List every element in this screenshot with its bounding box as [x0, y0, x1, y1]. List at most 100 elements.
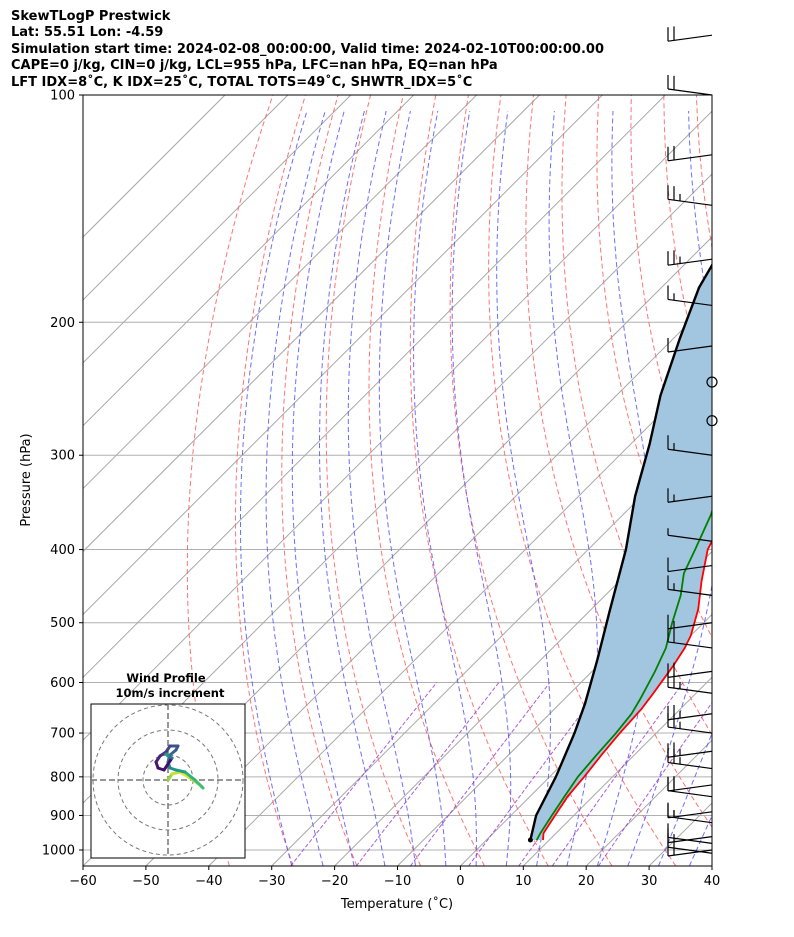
moist-adiabat — [319, 110, 386, 866]
isotherm-line — [208, 362, 712, 866]
time-line: Simulation start time: 2024-02-08_00:00:… — [11, 41, 604, 57]
x-tick-label: −50 — [132, 874, 159, 889]
dry-adiabat — [281, 95, 358, 866]
cape-cin-fill — [530, 265, 712, 840]
indices-line-2: LFT IDX=8˚C, K IDX=25˚C, TOTAL TOTS=49˚C… — [11, 74, 473, 90]
dry-adiabat — [409, 95, 549, 866]
moist-adiabat — [347, 110, 416, 866]
wind-barb — [667, 285, 713, 307]
isotherm-line — [83, 95, 352, 364]
mixing-ratio-line — [290, 682, 438, 866]
x-tick-label: 40 — [704, 874, 721, 889]
mixing-ratio-line — [551, 682, 684, 866]
indices-line-1: CAPE=0 j/kg, CIN=0 j/kg, LCL=955 hPa, LF… — [11, 58, 498, 74]
profiles — [527, 262, 712, 843]
dry-adiabat — [525, 95, 712, 828]
wind-barb — [667, 842, 713, 857]
station-title: SkewTLogP Prestwick — [11, 9, 171, 24]
location-line: Lat: 55.51 Lon: -4.59 — [11, 25, 164, 41]
x-tick-label: −60 — [69, 874, 96, 889]
wind-barb — [667, 557, 713, 573]
wind-barb — [667, 528, 713, 542]
hodograph-segment — [162, 756, 174, 772]
moist-adiabat — [413, 110, 477, 866]
isotherm-line — [83, 110, 712, 741]
isotherm-line — [83, 95, 666, 679]
wind-barb — [667, 575, 713, 596]
x-tick-label: −10 — [384, 874, 411, 889]
y-tick-label: 200 — [50, 316, 75, 331]
wind-barb — [706, 415, 718, 427]
y-tick-label: 700 — [50, 727, 75, 742]
isotherm-line — [83, 95, 289, 301]
dry-adiabat — [488, 95, 677, 866]
isotherm-line — [145, 299, 712, 866]
dry-adiabat — [762, 95, 794, 866]
isotherm-line — [83, 95, 540, 553]
moist-adiabat — [265, 110, 326, 866]
hodograph-segment — [174, 768, 187, 774]
x-axis-label: Temperature (˚C) — [340, 896, 453, 912]
wind-barb — [667, 742, 713, 758]
isotherm-line — [83, 95, 603, 616]
background-lines — [83, 95, 794, 866]
moist-adiabat — [720, 111, 794, 866]
mixing-ratio-line — [468, 682, 605, 866]
wind-barb — [667, 145, 713, 162]
hodograph-segment — [193, 778, 205, 790]
wind-barb — [667, 185, 713, 206]
wind-barb — [667, 337, 713, 353]
wind-barb — [667, 704, 713, 721]
x-tick-label: 0 — [456, 874, 464, 889]
dry-adiabat — [596, 95, 712, 639]
moist-adiabat — [627, 110, 712, 866]
dewpoint-line — [535, 508, 712, 841]
x-tick-label: 30 — [641, 874, 658, 889]
wind-barb — [667, 435, 713, 456]
y-tick-label: 100 — [50, 89, 75, 104]
y-axis: 1000 900 800 700 600 500 400 300 200 100 — [42, 89, 83, 859]
wind-barb — [667, 776, 713, 792]
wind-barbs — [667, 26, 718, 857]
x-tick-label: 10 — [515, 874, 532, 889]
isotherm-line — [271, 424, 712, 866]
isotherm-line — [522, 676, 712, 866]
inset-title: Wind Profile — [126, 671, 206, 685]
isotherm-line — [334, 487, 712, 866]
x-axis: −60 −50 −40 −30 −20 −10 0 10 20 30 40 — [69, 866, 720, 889]
mixing-ratio-line — [355, 682, 500, 866]
parcel-path-line — [529, 262, 712, 841]
y-tick-label: 400 — [50, 543, 75, 558]
moist-adiabat — [240, 110, 308, 866]
y-axis-label: Pressure (hPa) — [19, 433, 34, 526]
isotherm-line — [775, 95, 794, 866]
parcel-start-marker — [527, 837, 533, 843]
parcel-area-fill — [530, 265, 712, 840]
hodograph-segment — [183, 770, 197, 782]
moist-adiabat — [291, 110, 355, 866]
wind-barb — [667, 662, 713, 678]
wind-barb — [667, 828, 713, 844]
y-tick-label: 1000 — [42, 844, 75, 859]
y-tick-label: 600 — [50, 676, 75, 691]
inset-subtitle: 10m/s increment — [116, 686, 225, 700]
x-tick-label: −20 — [321, 874, 348, 889]
wind-barb — [667, 803, 713, 819]
wind-profile-inset: Wind Profile 10m/s increment — [90, 671, 246, 859]
wind-barb — [667, 250, 713, 266]
moist-adiabat — [658, 731, 712, 866]
isotherm-line — [460, 613, 712, 866]
mixing-ratio-line — [597, 701, 712, 866]
moist-adiabat — [451, 110, 512, 866]
x-tick-label: −40 — [195, 874, 222, 889]
isotherm-line — [83, 95, 415, 427]
y-tick-label: 900 — [50, 809, 75, 824]
dry-adiabat — [561, 95, 712, 736]
x-tick-label: 20 — [578, 874, 595, 889]
isotherm-line — [83, 95, 477, 490]
moist-adiabat — [378, 110, 447, 866]
dry-adiabat — [235, 95, 306, 866]
y-tick-label: 500 — [50, 616, 75, 631]
y-tick-label: 300 — [50, 449, 75, 464]
